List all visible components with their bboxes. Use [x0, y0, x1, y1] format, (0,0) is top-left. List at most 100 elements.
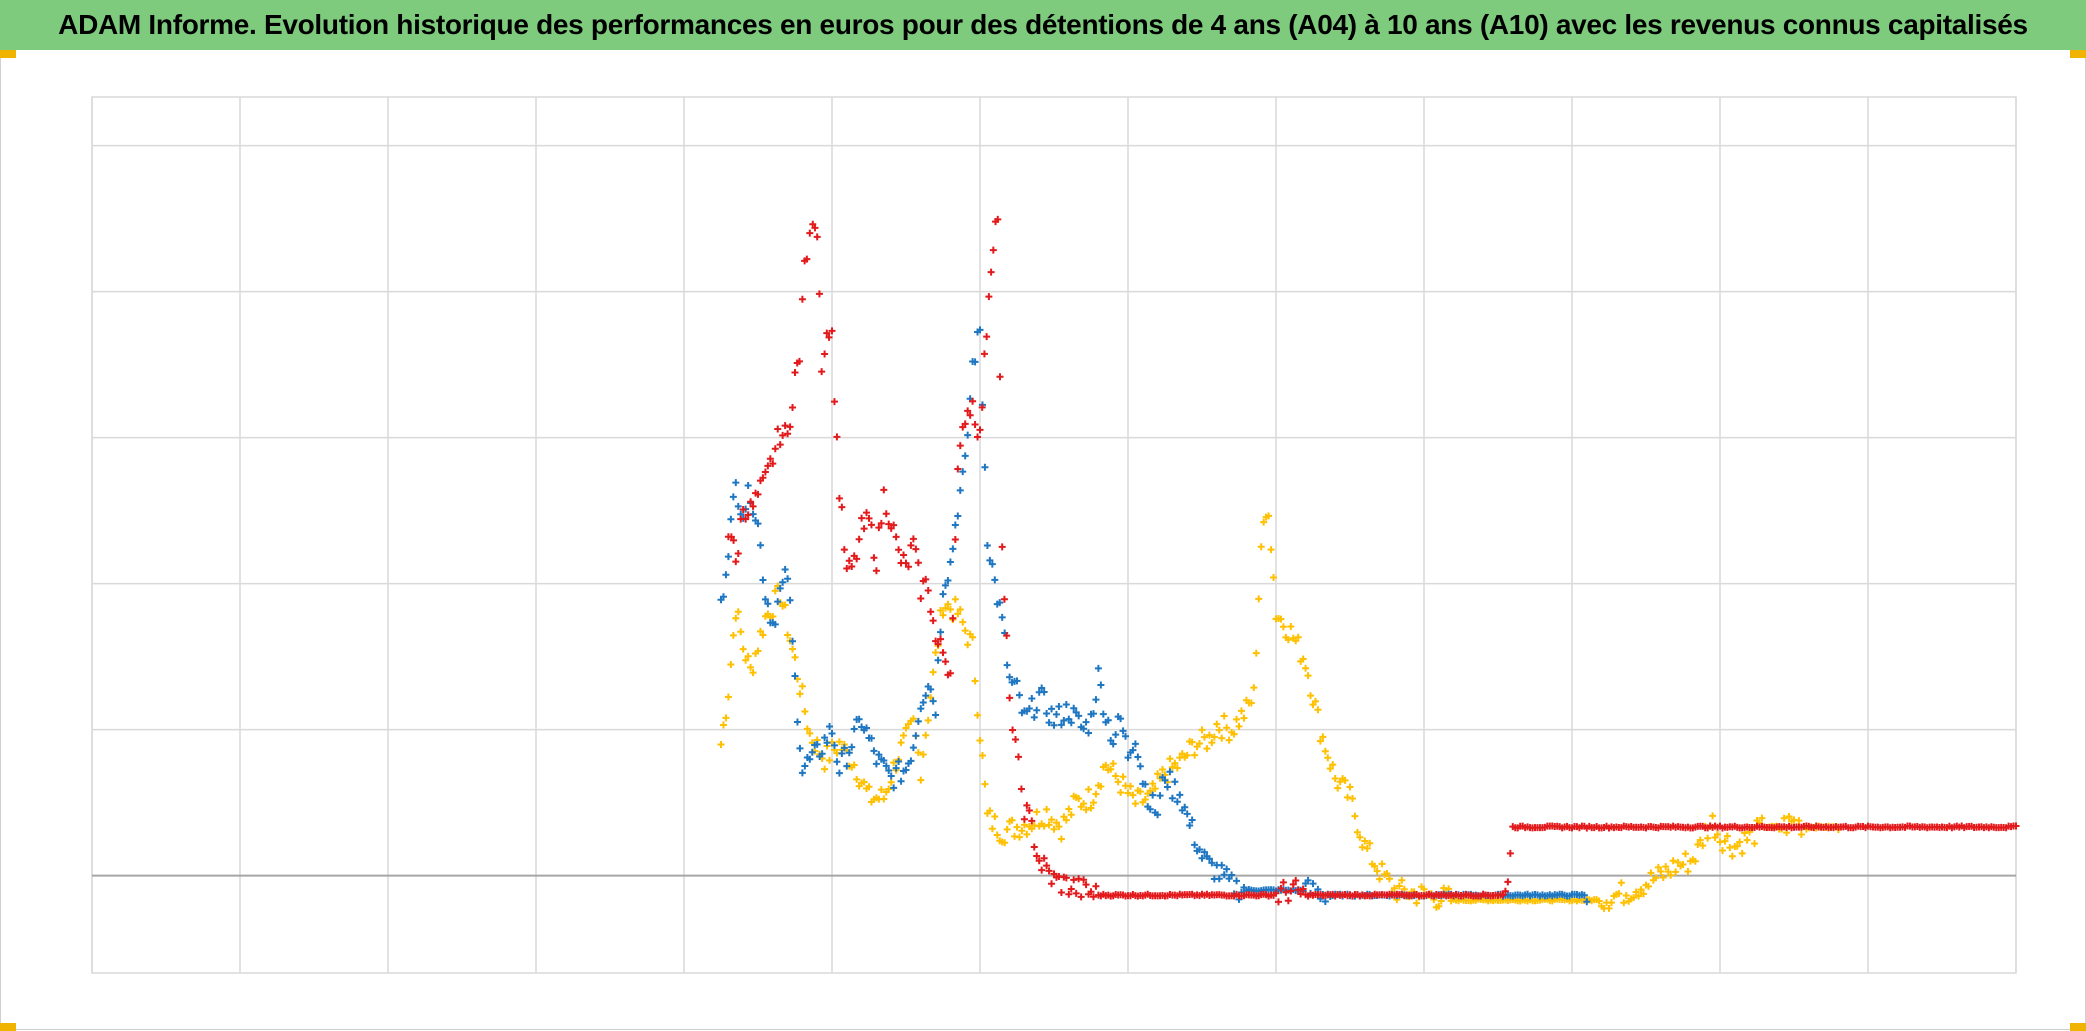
point-marker: [833, 758, 841, 766]
point-marker: [929, 617, 937, 625]
point-marker: [1284, 636, 1292, 644]
point-marker: [759, 631, 767, 639]
point-marker: [858, 514, 866, 522]
point-marker: [1012, 736, 1020, 744]
point-marker: [1013, 823, 1021, 831]
point-marker: [1070, 876, 1078, 884]
point-marker: [1620, 899, 1628, 907]
point-marker: [1292, 637, 1300, 645]
point-marker: [1233, 877, 1241, 885]
point-marker: [734, 608, 742, 616]
point-marker: [1617, 879, 1625, 887]
point-marker: [1173, 798, 1181, 806]
point-marker: [961, 627, 969, 635]
point-marker: [1043, 862, 1051, 870]
point-marker: [989, 246, 997, 254]
point-marker: [1304, 876, 1312, 884]
point-marker: [907, 757, 915, 765]
point-marker: [909, 744, 917, 752]
point-marker: [996, 373, 1004, 381]
point-marker: [801, 762, 809, 770]
point-marker: [1208, 859, 1216, 867]
point-marker: [764, 600, 772, 608]
point-marker: [1378, 860, 1386, 868]
point-marker: [850, 725, 858, 733]
point-marker: [969, 633, 977, 641]
point-marker: [939, 590, 947, 598]
point-marker: [1282, 888, 1290, 896]
point-marker: [1183, 810, 1191, 818]
point-marker: [1630, 894, 1638, 902]
point-marker: [1161, 776, 1169, 784]
point-marker: [1050, 825, 1058, 833]
point-marker: [1267, 546, 1275, 554]
point-marker: [1659, 874, 1667, 882]
point-marker: [1067, 885, 1075, 893]
point-marker: [737, 628, 745, 636]
point-marker: [1644, 882, 1652, 890]
point-marker: [1785, 813, 1793, 821]
point-marker: [1353, 828, 1361, 836]
point-marker: [845, 749, 853, 757]
point-marker: [1210, 733, 1218, 741]
point-marker: [1062, 874, 1070, 882]
point-marker: [1605, 904, 1613, 912]
point-marker: [774, 425, 782, 433]
point-marker: [1679, 860, 1687, 868]
point-marker: [1048, 705, 1056, 713]
point-marker: [1681, 850, 1689, 858]
point-marker: [821, 350, 829, 358]
point-marker: [1797, 831, 1805, 839]
point-marker: [954, 610, 962, 618]
point-marker: [1329, 761, 1337, 769]
point-marker: [983, 333, 991, 341]
point-marker: [815, 290, 823, 298]
point-marker: [1119, 727, 1127, 735]
point-marker: [793, 718, 801, 726]
point-marker: [754, 647, 762, 655]
point-marker: [917, 776, 925, 784]
point-marker: [1506, 849, 1514, 857]
point-marker: [1351, 812, 1359, 820]
point-marker: [887, 778, 895, 786]
point-marker: [806, 729, 814, 737]
point-marker: [850, 761, 858, 769]
point-marker: [828, 730, 836, 738]
point-marker: [1092, 790, 1100, 798]
point-marker: [986, 807, 994, 815]
point-marker: [1225, 875, 1233, 883]
point-marker: [1356, 833, 1364, 841]
point-marker: [776, 441, 784, 449]
point-marker: [742, 515, 750, 523]
point-marker: [971, 677, 979, 685]
point-marker: [1277, 615, 1285, 623]
point-marker: [1171, 759, 1179, 767]
point-marker: [1647, 869, 1655, 877]
point-marker: [959, 618, 967, 626]
point-marker: [1163, 783, 1171, 791]
point-marker: [1023, 830, 1031, 838]
point-marker: [870, 747, 878, 755]
point-marker: [1089, 893, 1097, 901]
point-marker: [1235, 722, 1243, 730]
point-marker: [809, 220, 817, 228]
point-marker: [1200, 733, 1208, 741]
point-marker: [840, 744, 848, 752]
point-marker: [784, 631, 792, 639]
point-marker: [880, 756, 888, 764]
point-marker: [724, 553, 732, 561]
point-marker: [1109, 740, 1117, 748]
point-marker: [791, 672, 799, 680]
point-marker: [722, 571, 730, 579]
point-marker: [835, 769, 843, 777]
point-marker: [1640, 890, 1648, 898]
point-marker: [1709, 812, 1717, 820]
point-marker: [835, 494, 843, 502]
point-marker: [749, 669, 757, 677]
point-marker: [730, 536, 738, 544]
point-marker: [830, 398, 838, 406]
point-marker: [1188, 738, 1196, 746]
point-marker: [1622, 891, 1630, 899]
point-marker: [744, 482, 752, 490]
